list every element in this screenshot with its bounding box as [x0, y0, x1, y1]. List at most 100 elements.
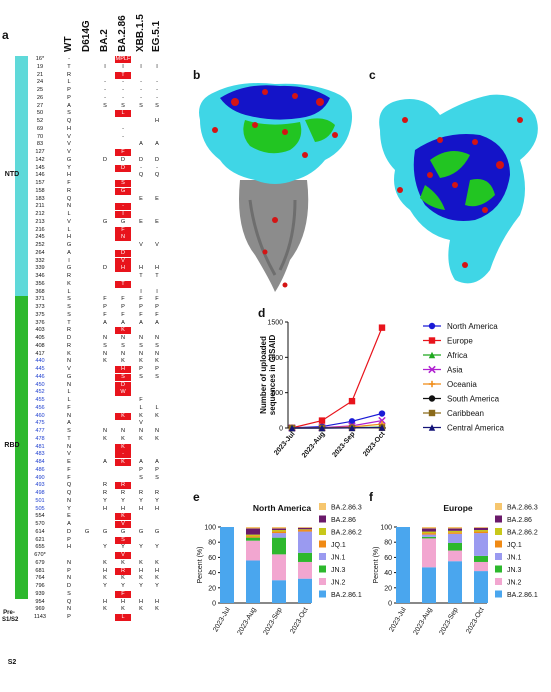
cell-ba2: [98, 327, 112, 334]
residue-position: 570: [30, 521, 50, 528]
cell-d614g: [80, 537, 94, 544]
cell-ba286: -: [116, 79, 130, 86]
residue-position: 373: [30, 304, 50, 311]
cell-d614g: [80, 498, 94, 505]
cell-d614g: [80, 227, 94, 234]
residue-position: 26: [30, 95, 50, 102]
residue-position: 70: [30, 134, 50, 141]
residue-position: 484: [30, 459, 50, 466]
cell-eg: P: [150, 304, 164, 311]
cell-eg: -: [150, 79, 164, 86]
cell-ba286: N: [116, 335, 130, 342]
cell-d614g: [80, 544, 94, 551]
cell-d614g: [80, 568, 94, 575]
cell-ba2: [98, 227, 112, 234]
cell-xbb: [134, 444, 148, 451]
cell-xbb: P: [134, 366, 148, 373]
legend-marker: [429, 323, 435, 329]
cell-wt: R: [62, 343, 76, 350]
cell-ba2: [98, 475, 112, 482]
cell-d614g: [80, 560, 94, 567]
legend-swatch: [495, 566, 502, 573]
bar-segment: [246, 536, 260, 538]
bar-segment: [272, 580, 286, 603]
cell-ba2: -: [98, 87, 112, 94]
cell-ba286: T: [115, 72, 131, 79]
cell-ba286: [116, 196, 130, 203]
cell-d614g: [80, 250, 94, 257]
cell-xbb: I: [134, 64, 148, 71]
residue-position: 212: [30, 211, 50, 218]
residue-position: 19: [30, 64, 50, 71]
cell-ba286: K: [116, 606, 130, 613]
bar-segment: [246, 538, 260, 541]
cell-ba2: [98, 374, 112, 381]
cell-wt: N: [62, 444, 76, 451]
cell-xbb: K: [134, 358, 148, 365]
cell-wt: L: [62, 289, 76, 296]
residue-position: 614: [30, 529, 50, 536]
cell-ba2: [98, 134, 112, 141]
x-tick-label: 2023-Jul: [388, 606, 408, 633]
bar-segment: [448, 531, 462, 533]
cell-d614g: [80, 273, 94, 280]
x-tick-label: 2023-Aug: [236, 606, 257, 636]
cell-wt: N: [62, 413, 76, 420]
cell-xbb: A: [134, 459, 148, 466]
cell-ba286: [116, 141, 130, 148]
cell-eg: H: [150, 265, 164, 272]
cell-d614g: [80, 583, 94, 590]
cell-ba2: [98, 250, 112, 257]
residue-position: 158: [30, 188, 50, 195]
cell-wt: E: [62, 513, 76, 520]
cell-d614g: [80, 304, 94, 311]
residue-position: 554: [30, 513, 50, 520]
bar-segment: [298, 532, 312, 553]
cell-xbb: [134, 211, 148, 218]
cell-wt: P: [62, 568, 76, 575]
cell-d614g: [80, 591, 94, 598]
cell-wt: T: [62, 320, 76, 327]
bar-segment: [272, 533, 286, 538]
cell-eg: K: [150, 413, 164, 420]
cell-xbb: K: [134, 606, 148, 613]
bar-segment: [272, 532, 286, 534]
bar-segment: [298, 562, 312, 579]
cell-eg: Y: [150, 544, 164, 551]
cell-wt: T: [62, 436, 76, 443]
cell-ba286: N: [115, 234, 131, 241]
residue-position: 1143: [30, 614, 50, 621]
cell-d614g: [80, 513, 94, 520]
bar-segment: [422, 538, 436, 567]
legend-swatch: [495, 578, 502, 585]
cell-wt: N: [62, 575, 76, 582]
legend-swatch: [319, 503, 326, 510]
cell-wt: L: [62, 79, 76, 86]
bar-segment: [298, 528, 312, 530]
cell-xbb: [134, 614, 148, 621]
cell-xbb: -: [134, 165, 148, 172]
cell-d614g: [80, 475, 94, 482]
cell-ba286: Y: [116, 498, 130, 505]
residue-position: 157: [30, 180, 50, 187]
residue-position: 490: [30, 475, 50, 482]
cell-ba286: [116, 475, 130, 482]
cell-d614g: G: [80, 529, 94, 536]
cell-ba286: S: [116, 103, 130, 110]
legend-marker: [429, 381, 435, 387]
cell-xbb: N: [134, 428, 148, 435]
cell-eg: F: [150, 312, 164, 319]
bar-segment: [422, 529, 436, 532]
cell-ba2: D: [98, 265, 112, 272]
cell-wt: V: [62, 219, 76, 226]
cell-ba286: [116, 172, 130, 179]
cell-xbb: Y: [134, 583, 148, 590]
bar-segment: [422, 537, 436, 539]
y-axis-title: sequences in GISAID: [268, 335, 277, 416]
legend-label: South America: [447, 395, 500, 404]
cell-ba2: S: [98, 103, 112, 110]
bar-segment: [396, 527, 410, 603]
bar-segment: [474, 527, 488, 528]
residue-position: 475: [30, 420, 50, 427]
